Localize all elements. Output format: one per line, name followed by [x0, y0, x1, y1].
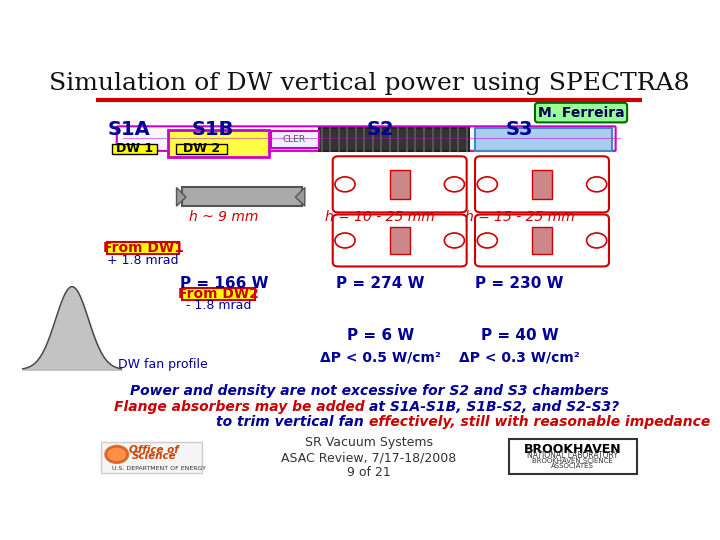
Circle shape: [587, 177, 607, 192]
Bar: [390, 170, 410, 199]
Bar: [390, 227, 410, 254]
Bar: [532, 227, 552, 254]
Text: h = 15 - 25 mm: h = 15 - 25 mm: [465, 210, 575, 224]
Polygon shape: [176, 187, 186, 206]
Text: ΔP < 0.3 W/cm²: ΔP < 0.3 W/cm²: [459, 351, 580, 365]
Text: ASSOCIATES: ASSOCIATES: [552, 463, 594, 469]
Polygon shape: [295, 187, 305, 206]
Bar: [168, 130, 269, 157]
Bar: [112, 144, 157, 154]
Circle shape: [335, 177, 355, 192]
FancyBboxPatch shape: [475, 156, 609, 212]
Text: Simulation of DW vertical power using SPECTRA8: Simulation of DW vertical power using SP…: [49, 72, 689, 95]
Text: U.S. DEPARTMENT OF ENERGY: U.S. DEPARTMENT OF ENERGY: [112, 465, 207, 471]
Text: S1B: S1B: [192, 120, 234, 139]
FancyBboxPatch shape: [333, 156, 467, 212]
Text: BROOKHAVEN SCIENCE: BROOKHAVEN SCIENCE: [532, 458, 613, 464]
Bar: [271, 131, 319, 148]
Bar: [176, 144, 227, 154]
Text: P = 166 W: P = 166 W: [180, 275, 268, 291]
Text: SR Vacuum Systems
ASAC Review, 7/17-18/2008
9 of 21: SR Vacuum Systems ASAC Review, 7/17-18/2…: [282, 436, 456, 479]
Circle shape: [444, 233, 464, 248]
Text: S1A: S1A: [108, 120, 150, 139]
Text: - 1.8 mrad: - 1.8 mrad: [186, 300, 251, 313]
Bar: [319, 128, 469, 151]
Text: From DW1: From DW1: [102, 241, 184, 255]
Text: From DW2: From DW2: [178, 287, 258, 301]
Text: P = 6 W: P = 6 W: [346, 328, 414, 342]
FancyBboxPatch shape: [475, 214, 609, 266]
Text: + 1.8 mrad: + 1.8 mrad: [107, 254, 179, 267]
Text: NATIONAL LABORATORY: NATIONAL LABORATORY: [527, 451, 618, 460]
Circle shape: [477, 177, 498, 192]
FancyBboxPatch shape: [117, 126, 616, 151]
Text: h = 10 - 25 mm: h = 10 - 25 mm: [325, 210, 435, 224]
Text: P = 230 W: P = 230 W: [475, 275, 564, 291]
Circle shape: [477, 233, 498, 248]
Text: DW fan profile: DW fan profile: [118, 357, 207, 370]
Circle shape: [587, 233, 607, 248]
Text: effectively, still with reasonable impedance: effectively, still with reasonable imped…: [369, 415, 710, 429]
Text: at S1A-S1B, S1B-S2, and S2-S3?: at S1A-S1B, S1B-S2, and S2-S3?: [369, 400, 619, 414]
Text: ΔP < 0.5 W/cm²: ΔP < 0.5 W/cm²: [320, 351, 441, 365]
Text: Flange absorbers may be added: Flange absorbers may be added: [114, 400, 369, 414]
Bar: [508, 439, 637, 474]
Text: to trim vertical fan: to trim vertical fan: [217, 415, 369, 429]
Text: S2: S2: [366, 120, 394, 139]
Circle shape: [106, 446, 128, 463]
Text: CLER: CLER: [282, 135, 305, 144]
Text: Science: Science: [132, 451, 176, 462]
Text: Power and density are not excessive for S2 and S3 chambers: Power and density are not excessive for …: [130, 384, 608, 398]
Text: P = 40 W: P = 40 W: [481, 328, 559, 342]
Bar: [532, 170, 552, 199]
Text: DW 1: DW 1: [116, 143, 153, 156]
Circle shape: [444, 177, 464, 192]
Text: h ~ 9 mm: h ~ 9 mm: [189, 210, 258, 224]
Text: DW 2: DW 2: [183, 143, 220, 156]
Text: P = 274 W: P = 274 W: [336, 275, 424, 291]
Bar: [182, 187, 302, 206]
Text: S3: S3: [506, 120, 534, 139]
Text: Office of: Office of: [130, 446, 179, 455]
Bar: [107, 242, 179, 254]
FancyBboxPatch shape: [333, 214, 467, 266]
Circle shape: [335, 233, 355, 248]
Text: M. Ferreira: M. Ferreira: [538, 106, 624, 120]
Bar: [101, 442, 202, 473]
Bar: [182, 288, 255, 300]
Bar: [475, 128, 612, 151]
Text: BROOKHAVEN: BROOKHAVEN: [524, 443, 621, 456]
